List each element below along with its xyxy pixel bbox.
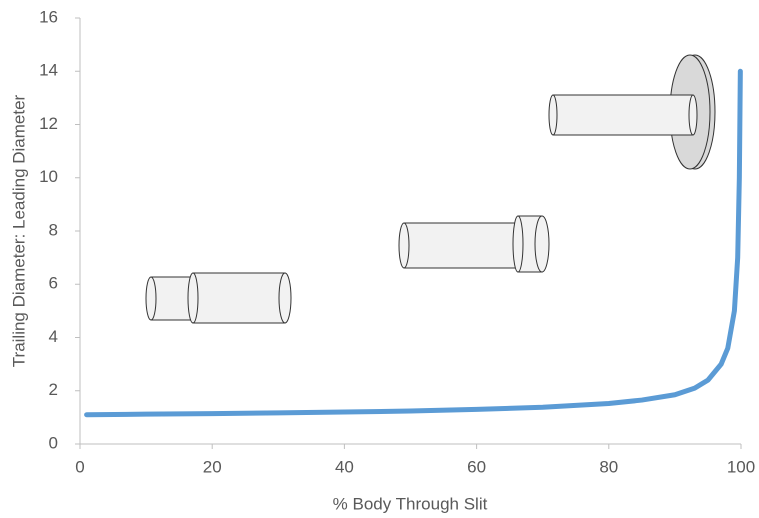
x-tick-label: 100: [727, 457, 755, 476]
y-tick-label: 16: [39, 7, 58, 26]
x-tick-label: 40: [335, 457, 354, 476]
y-tick-label: 8: [49, 220, 58, 239]
y-tick-label: 2: [49, 380, 58, 399]
y-tick-label: 4: [49, 327, 58, 346]
x-tick-label: 60: [467, 457, 486, 476]
x-axis-label: % Body Through Slit: [333, 494, 488, 513]
illustration-2: [399, 216, 549, 272]
x-tick-label: 20: [203, 457, 222, 476]
y-tick-label: 10: [39, 167, 58, 186]
chart: % Body Through Slit Trailing Diameter: L…: [0, 0, 759, 518]
y-tick-label: 6: [49, 274, 58, 293]
x-tick-label: 80: [599, 457, 618, 476]
y-tick-label: 12: [39, 114, 58, 133]
y-axis-label: Trailing Diameter: Leading Diameter: [9, 94, 28, 367]
y-tick-label: 14: [39, 61, 58, 80]
y-tick-label: 0: [49, 433, 58, 452]
illustration-1: [146, 273, 291, 323]
x-tick-label: 0: [75, 457, 84, 476]
illustration-3: [549, 55, 715, 169]
